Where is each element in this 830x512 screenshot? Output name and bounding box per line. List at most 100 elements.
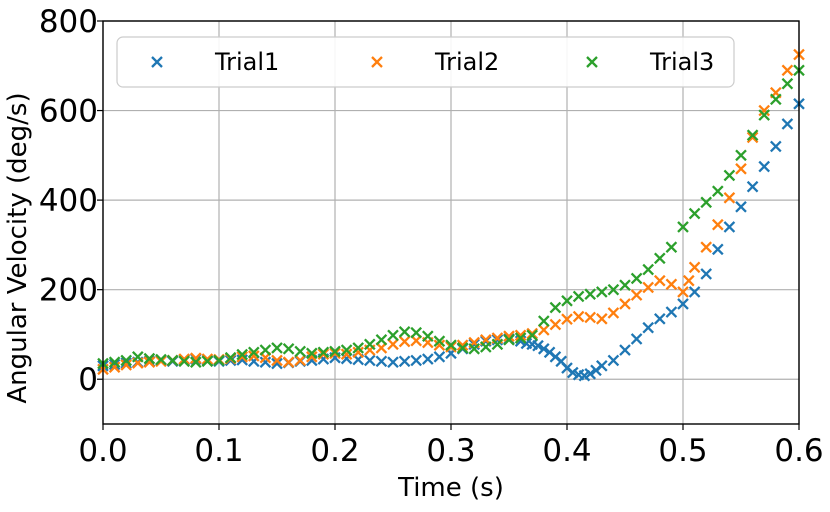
data-point xyxy=(642,321,655,334)
data-point xyxy=(247,346,260,359)
data-point xyxy=(677,286,689,298)
data-point xyxy=(781,118,794,130)
y-tick-label: 400 xyxy=(39,183,98,219)
data-point xyxy=(271,357,283,370)
data-point xyxy=(410,354,423,367)
legend-label: Trial1 xyxy=(214,48,279,76)
data-point xyxy=(503,330,515,343)
data-point xyxy=(433,351,446,363)
data-point xyxy=(584,288,597,300)
data-point xyxy=(201,353,214,365)
data-point xyxy=(619,279,631,292)
data-point xyxy=(387,338,399,351)
data-point xyxy=(271,342,283,354)
data-point xyxy=(514,332,527,344)
data-point xyxy=(456,339,469,352)
data-point xyxy=(294,345,307,358)
data-point xyxy=(468,338,481,351)
data-point xyxy=(108,356,121,369)
y-axis-title: Angular Velocity (deg/s) xyxy=(3,92,33,403)
y-tick-label: 200 xyxy=(39,273,98,309)
data-point xyxy=(700,196,713,209)
data-point xyxy=(305,351,318,363)
data-point xyxy=(595,286,608,298)
data-point xyxy=(282,356,295,369)
data-point xyxy=(665,278,678,291)
data-point xyxy=(723,192,736,204)
data-point xyxy=(189,352,202,364)
data-point xyxy=(259,344,272,356)
data-point xyxy=(619,344,631,356)
data-point xyxy=(178,355,191,368)
data-point xyxy=(224,351,237,364)
data-point xyxy=(561,295,573,307)
y-tick-label: 0 xyxy=(78,362,98,398)
data-points xyxy=(97,48,805,382)
data-point xyxy=(213,354,225,367)
data-point xyxy=(665,241,678,253)
data-point xyxy=(352,342,365,354)
data-point xyxy=(143,352,156,365)
data-point xyxy=(595,312,608,325)
data-point xyxy=(398,355,411,368)
data-point xyxy=(363,354,376,367)
data-point xyxy=(317,346,330,359)
data-point xyxy=(642,281,655,294)
data-point xyxy=(375,334,388,346)
data-point xyxy=(329,347,341,360)
legend-items: Trial1 Trial2 Trial3 xyxy=(151,48,714,76)
data-point xyxy=(514,329,527,342)
data-point xyxy=(607,307,620,319)
data-point xyxy=(166,354,179,367)
data-point xyxy=(769,93,782,106)
data-point xyxy=(421,353,434,365)
legend: Trial1 Trial2 Trial3 xyxy=(116,36,735,88)
data-point xyxy=(456,342,469,354)
data-point xyxy=(421,330,434,343)
data-point xyxy=(387,329,399,342)
x-tick-label: 0.0 xyxy=(78,433,127,469)
data-point xyxy=(561,313,573,326)
legend-box xyxy=(116,36,735,88)
data-point xyxy=(224,354,237,367)
data-point xyxy=(607,354,620,367)
data-point xyxy=(537,342,550,355)
data-point xyxy=(340,352,353,365)
data-point xyxy=(653,252,666,265)
data-point xyxy=(375,355,388,368)
data-point xyxy=(282,342,295,355)
data-point xyxy=(735,162,747,175)
data-point xyxy=(688,261,701,274)
data-point xyxy=(607,283,620,296)
series-trial3 xyxy=(97,64,805,370)
data-point xyxy=(781,64,794,77)
x-axis-title: Time (s) xyxy=(397,473,504,503)
data-point xyxy=(630,272,643,285)
data-point xyxy=(479,341,492,353)
data-point xyxy=(653,274,666,287)
data-point xyxy=(340,344,353,356)
data-point xyxy=(108,361,121,373)
data-point xyxy=(468,342,481,355)
data-point xyxy=(491,334,504,346)
data-point xyxy=(143,356,156,369)
x-tick-label: 0.5 xyxy=(658,433,707,469)
data-point xyxy=(630,289,643,301)
legend-marker xyxy=(586,56,598,68)
data-point xyxy=(711,218,724,231)
data-point xyxy=(746,129,759,141)
data-point xyxy=(572,310,585,323)
x-tick-label: 0.4 xyxy=(542,433,591,469)
data-point xyxy=(642,263,655,276)
legend-label: Trial2 xyxy=(434,48,499,76)
data-point xyxy=(677,298,689,310)
data-point xyxy=(445,341,457,353)
data-point xyxy=(317,348,330,360)
data-point xyxy=(410,326,423,339)
data-point xyxy=(711,185,724,197)
data-point xyxy=(746,180,759,193)
data-point xyxy=(503,334,515,346)
data-point xyxy=(711,243,724,256)
data-point xyxy=(155,353,167,366)
